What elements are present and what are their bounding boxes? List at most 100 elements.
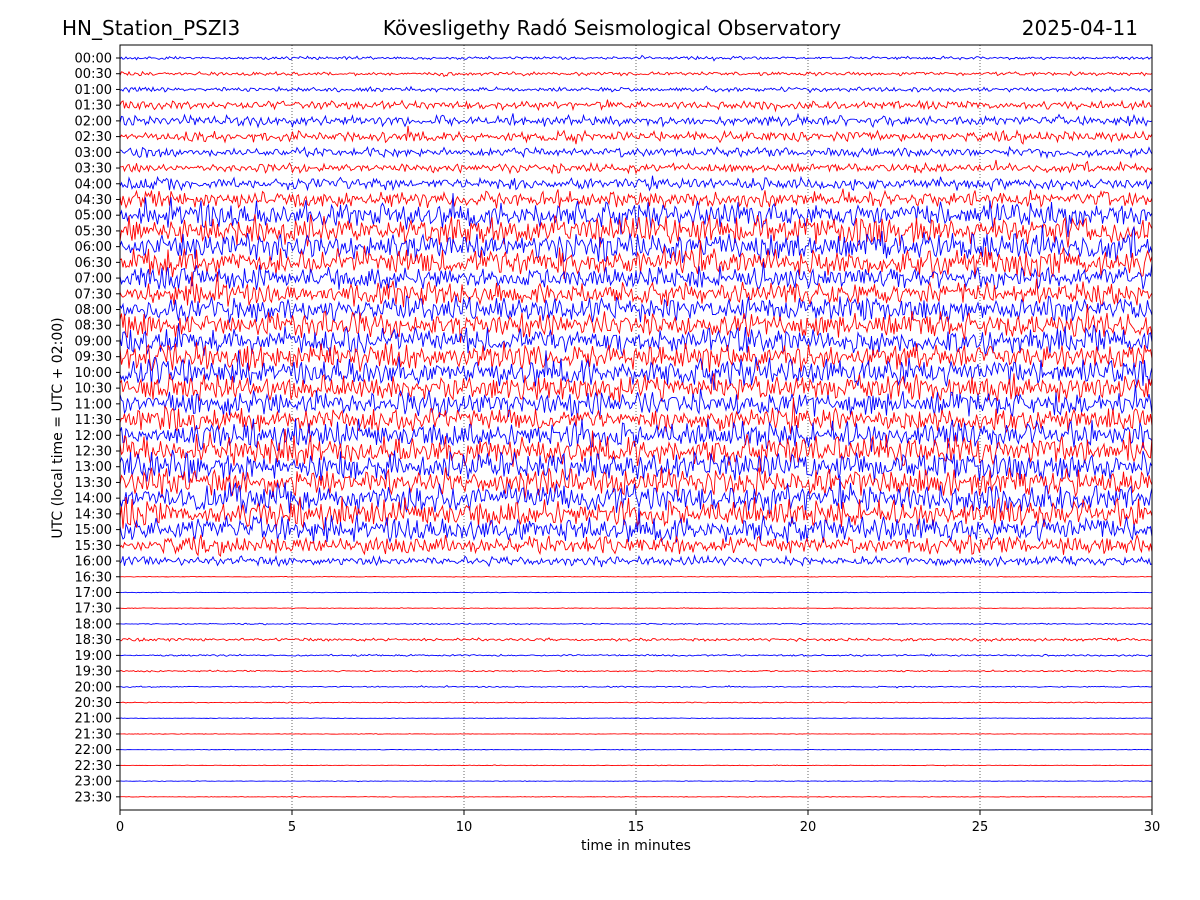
- y-tick-label: 18:30: [75, 633, 112, 648]
- y-tick-label: 21:00: [75, 712, 112, 727]
- x-tick-label: 20: [800, 820, 817, 835]
- y-tick-label: 17:00: [75, 586, 112, 601]
- y-tick-label: 15:00: [75, 523, 112, 538]
- trace-lines: [119, 54, 1153, 798]
- trace-1430: [119, 496, 1153, 531]
- trace-2030: [119, 701, 1153, 704]
- trace-1400: [119, 476, 1153, 515]
- trace-1830: [119, 637, 1153, 643]
- y-tick-labels: 00:0000:3001:0001:3002:0002:3003:0003:30…: [75, 52, 120, 805]
- trace-0330: [119, 159, 1153, 175]
- trace-1630: [119, 575, 1153, 578]
- y-tick-label: 02:30: [75, 130, 112, 145]
- trace-2300: [119, 780, 1153, 783]
- trace-2200: [119, 748, 1153, 751]
- trace-0700: [119, 261, 1153, 291]
- trace-1130: [119, 397, 1153, 434]
- plot-frame: [119, 44, 1153, 811]
- y-tick-label: 05:30: [75, 224, 112, 239]
- y-tick-label: 22:30: [75, 759, 112, 774]
- y-tick-label: 10:00: [75, 366, 112, 381]
- y-tick-label: 22:00: [75, 743, 112, 758]
- y-tick-label: 04:00: [75, 177, 112, 192]
- observatory-title: Kövesligethy Radó Seismological Observat…: [383, 16, 841, 40]
- trace-2000: [119, 685, 1153, 689]
- y-tick-label: 06:30: [75, 256, 112, 271]
- trace-0830: [119, 303, 1153, 343]
- y-tick-label: 09:00: [75, 334, 112, 349]
- y-tick-label: 07:00: [75, 272, 112, 287]
- trace-1100: [119, 384, 1153, 419]
- trace-0300: [119, 145, 1153, 160]
- trace-1000: [119, 350, 1153, 391]
- trace-0530: [119, 214, 1153, 248]
- trace-0230: [119, 125, 1153, 145]
- station-name: HN_Station_PSZI3: [62, 16, 240, 40]
- trace-0130: [119, 99, 1153, 113]
- y-tick-label: 20:00: [75, 680, 112, 695]
- trace-0730: [119, 271, 1153, 308]
- trace-1800: [119, 622, 1153, 626]
- trace-1330: [119, 467, 1153, 499]
- x-axis-label: time in minutes: [581, 838, 691, 854]
- x-tick-label: 10: [456, 820, 473, 835]
- trace-2130: [119, 733, 1153, 735]
- y-tick-label: 11:30: [75, 413, 112, 428]
- y-tick-label: 10:30: [75, 382, 112, 397]
- y-tick-label: 11:00: [75, 397, 112, 412]
- y-tick-label: 02:00: [75, 114, 112, 129]
- grid-lines: [291, 45, 981, 810]
- y-tick-label: 19:30: [75, 665, 112, 680]
- y-tick-label: 00:30: [75, 67, 112, 82]
- trace-1200: [119, 418, 1153, 452]
- y-tick-label: 09:30: [75, 350, 112, 365]
- trace-0900: [119, 323, 1153, 356]
- trace-1230: [119, 428, 1153, 472]
- trace-0930: [119, 341, 1153, 373]
- trace-2100: [119, 717, 1153, 720]
- y-tick-label: 16:00: [75, 555, 112, 570]
- y-tick-label: 14:30: [75, 507, 112, 522]
- y-tick-label: 16:30: [75, 570, 112, 585]
- trace-0500: [119, 193, 1153, 238]
- y-tick-label: 03:30: [75, 162, 112, 177]
- trace-1700: [119, 591, 1153, 594]
- trace-1930: [119, 669, 1153, 673]
- trace-0200: [119, 112, 1153, 129]
- trace-0600: [119, 224, 1153, 263]
- y-tick-label: 23:30: [75, 790, 112, 805]
- x-tick-label: 5: [288, 820, 296, 835]
- y-tick-label: 08:00: [75, 303, 112, 318]
- y-tick-label: 13:30: [75, 476, 112, 491]
- trace-0430: [119, 188, 1153, 210]
- trace-2330: [119, 795, 1153, 798]
- y-tick-label: 05:00: [75, 209, 112, 224]
- y-tick-label: 03:00: [75, 146, 112, 161]
- y-tick-label: 00:00: [75, 52, 112, 67]
- trace-2230: [119, 764, 1153, 767]
- trace-1030: [119, 373, 1153, 403]
- trace-0030: [119, 70, 1153, 78]
- y-tick-label: 12:00: [75, 429, 112, 444]
- trace-1300: [119, 449, 1153, 483]
- trace-1730: [119, 607, 1153, 610]
- y-tick-label: 23:00: [75, 775, 112, 790]
- x-tick-label: 15: [628, 820, 645, 835]
- trace-1530: [119, 533, 1153, 557]
- y-tick-label: 12:30: [75, 445, 112, 460]
- x-ticks: 0 5 10 15 20 25 30: [116, 810, 1160, 835]
- x-tick-label: 30: [1144, 820, 1161, 835]
- record-date: 2025-04-11: [1022, 16, 1138, 40]
- y-tick-label: 01:30: [75, 99, 112, 114]
- y-tick-label: 13:00: [75, 460, 112, 475]
- y-tick-label: 01:00: [75, 83, 112, 98]
- y-tick-label: 18:00: [75, 617, 112, 632]
- y-tick-label: 21:30: [75, 727, 112, 742]
- trace-0100: [119, 85, 1153, 94]
- y-tick-label: 04:30: [75, 193, 112, 208]
- y-tick-label: 19:00: [75, 649, 112, 664]
- y-tick-label: 06:00: [75, 240, 112, 255]
- y-tick-label: 07:30: [75, 287, 112, 302]
- y-tick-label: 17:30: [75, 602, 112, 617]
